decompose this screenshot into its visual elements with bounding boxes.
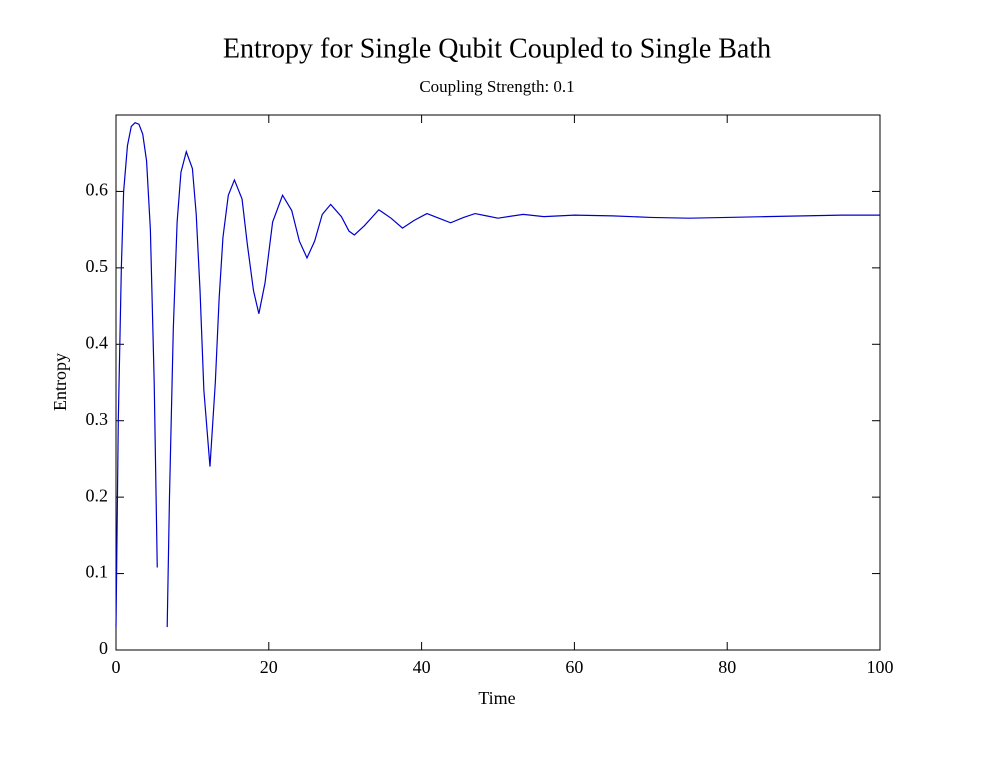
y-axis-label: Entropy [50, 353, 70, 411]
x-tick-label: 20 [260, 657, 278, 677]
y-tick-label: 0.3 [86, 409, 109, 429]
y-tick-label: 0.1 [86, 562, 109, 582]
data-line [115, 121, 880, 628]
y-tick-label: 0.4 [86, 332, 109, 352]
plot-frame [115, 114, 881, 651]
x-tick-label: 100 [867, 657, 894, 677]
y-tick-label: 0.2 [86, 485, 109, 505]
x-tick-label: 60 [565, 657, 583, 677]
x-tick-label: 40 [413, 657, 431, 677]
x-axis-label: Time [478, 688, 515, 708]
chart-subtitle: Coupling Strength: 0.1 [419, 77, 574, 96]
y-tick-label: 0 [99, 638, 108, 658]
x-tick-label: 80 [718, 657, 736, 677]
y-tick-label: 0.5 [86, 256, 109, 276]
y-tick-label: 0.6 [86, 180, 109, 200]
chart-title: Entropy for Single Qubit Coupled to Sing… [223, 33, 771, 64]
x-tick-label: 0 [112, 657, 121, 677]
